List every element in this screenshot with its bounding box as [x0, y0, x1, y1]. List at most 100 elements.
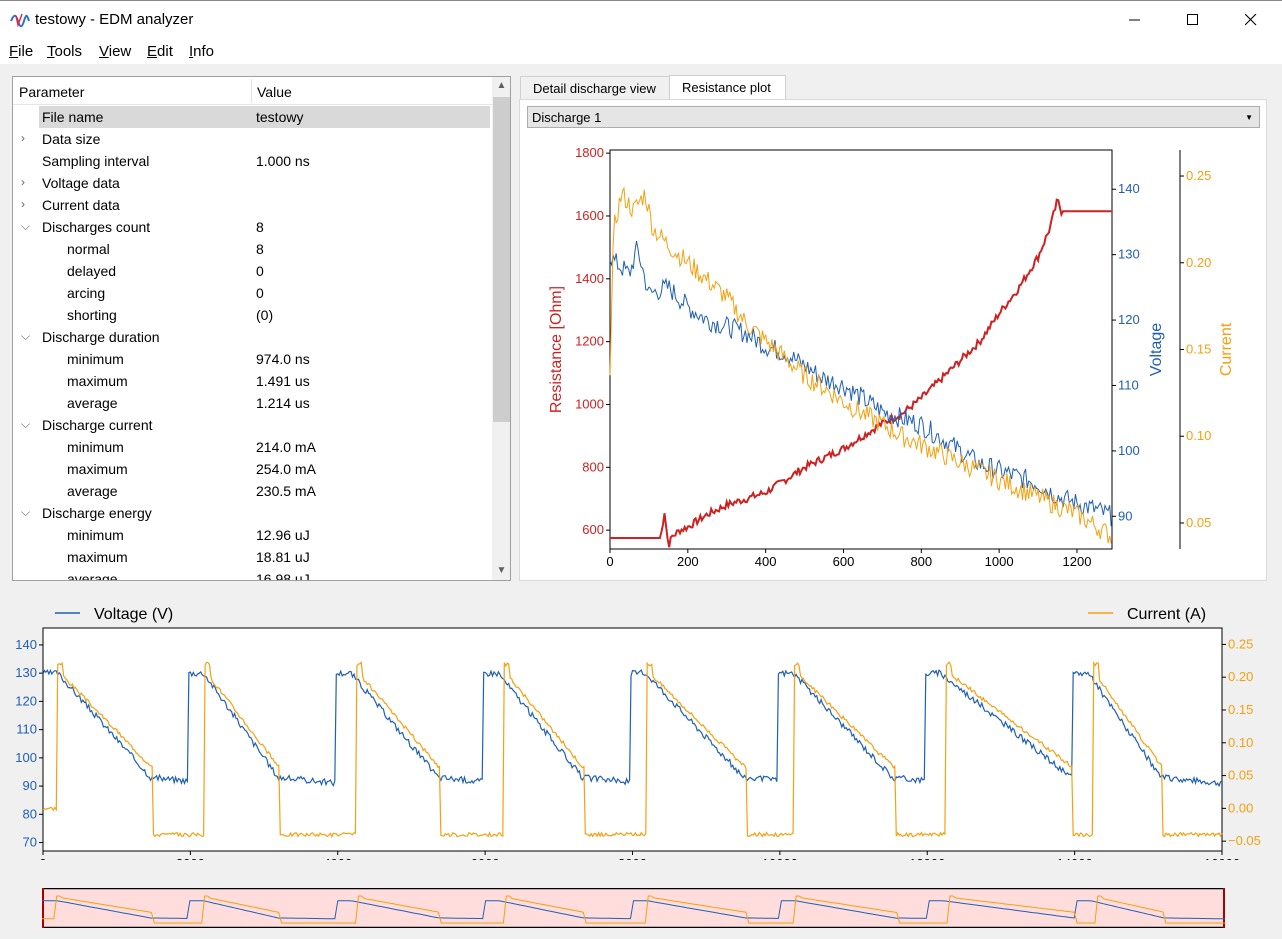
tree-header: Parameter Value [13, 77, 492, 105]
tree-value: testowy [256, 109, 304, 125]
tree-scrollbar[interactable]: ▲ ▼ [492, 77, 510, 580]
scroll-down-icon[interactable]: ▼ [496, 565, 507, 576]
maximize-button[interactable] [1164, 1, 1222, 39]
tree-row[interactable]: File name testowy [13, 106, 492, 128]
menu-tools[interactable]: Tools [47, 43, 83, 60]
voltage-tick-label: 110 [16, 722, 37, 737]
tree-value: 1.214 us [256, 395, 310, 411]
tree-row[interactable]: › Data size [13, 128, 492, 150]
voltage-line [42, 668, 1223, 788]
chevron-right-icon[interactable]: › [21, 197, 25, 211]
tree-key: average [67, 571, 118, 581]
header-parameter[interactable]: Parameter [19, 84, 85, 100]
menu-view[interactable]: View [99, 43, 132, 60]
resistance-tick-label: 600 [582, 522, 604, 537]
chevron-down-icon[interactable]: ⌵ [21, 417, 31, 431]
parameter-tree: Parameter Value File name testowy › Data si… [12, 76, 511, 581]
chevron-down-icon[interactable]: ⌵ [21, 329, 31, 343]
tree-key: normal [67, 241, 110, 257]
tree-row[interactable]: minimum 214.0 mA [13, 436, 492, 458]
tab-resistance-plot[interactable]: Resistance plot [669, 75, 786, 100]
menu-file[interactable]: File [9, 43, 34, 60]
resistance-tick-label: 1800 [575, 145, 604, 160]
header-value[interactable]: Value [257, 84, 292, 100]
tree-key: average [67, 483, 118, 499]
tree-row[interactable]: minimum 974.0 ns [13, 348, 492, 370]
tree-value: 0 [256, 263, 264, 279]
current-axis-label: Current [1218, 322, 1235, 376]
tree-row[interactable]: ⌵ Discharge energy [13, 502, 492, 524]
tree-row[interactable]: maximum 18.81 uJ [13, 546, 492, 568]
tree-row[interactable]: average 230.5 mA [13, 480, 492, 502]
x-tick-label: 10000 [762, 856, 798, 860]
x-tick-label: 1000 [985, 554, 1014, 569]
overview-current-line [42, 895, 1225, 924]
menu-bar: File Tools View Edit Info [0, 38, 1282, 64]
tree-row[interactable]: delayed 0 [13, 260, 492, 282]
tree-value: 974.0 ns [256, 351, 310, 367]
tree-row[interactable]: maximum 254.0 mA [13, 458, 492, 480]
tree-key: Discharges count [42, 219, 151, 235]
waveform-chart[interactable]: Voltage (V) Current (A) 0 2000 4000 6000 8000 1… [0, 598, 1282, 860]
current-tick-label: 0.00 [1228, 800, 1253, 815]
scroll-thumb[interactable] [493, 97, 510, 422]
tree-key: maximum [67, 549, 128, 565]
app-logo-icon [10, 13, 30, 28]
chevron-down-icon[interactable]: ⌵ [21, 505, 31, 519]
chevron-right-icon[interactable]: › [21, 175, 25, 189]
tree-value: 254.0 mA [256, 461, 316, 477]
tree-row[interactable]: average 16.98 uJ [13, 568, 492, 581]
tree-key: maximum [67, 373, 128, 389]
menu-edit[interactable]: Edit [147, 43, 173, 60]
tree-row[interactable]: Sampling interval 1.000 ns [13, 150, 492, 172]
discharge-select[interactable]: Discharge 1 ▼ [527, 106, 1260, 128]
tab-detail-discharge-view[interactable]: Detail discharge view [520, 76, 670, 100]
chevron-right-icon[interactable]: › [21, 131, 25, 145]
close-button[interactable] [1222, 1, 1280, 39]
chevron-down-icon[interactable]: ⌵ [21, 219, 31, 233]
tree-row[interactable]: minimum 12.96 uJ [13, 524, 492, 546]
plot-frame [42, 627, 1223, 852]
tree-key: Discharge duration [42, 329, 160, 345]
scroll-up-icon[interactable]: ▲ [496, 80, 507, 91]
tree-row[interactable]: average 1.214 us [13, 392, 492, 414]
resistance-tick-label: 1400 [575, 271, 604, 286]
menu-info[interactable]: Info [189, 43, 215, 60]
voltage-tick-label: 90 [23, 778, 37, 793]
selection-highlight [39, 106, 490, 128]
tree-value: 8 [256, 219, 264, 235]
tree-row[interactable]: › Current data [13, 194, 492, 216]
legend-current-label: Current (A) [1127, 606, 1206, 623]
tree-value: 8 [256, 241, 264, 257]
tree-row[interactable]: arcing 0 [13, 282, 492, 304]
tree-row[interactable]: shorting (0) [13, 304, 492, 326]
current-tick-label: 0.20 [1228, 669, 1253, 684]
tree-value: (0) [256, 307, 274, 323]
x-tick-label: 6000 [471, 856, 500, 860]
header-divider[interactable] [251, 79, 252, 103]
tree-value: 18.81 uJ [256, 549, 310, 565]
resistance-chart[interactable]: 0 200 400 600 800 1000 1200 600 800 1000 1200 1400 1… [520, 136, 1266, 576]
tree-row[interactable]: › Voltage data [13, 172, 492, 194]
current-tick-label: 0.05 [1228, 768, 1253, 783]
current-tick-label: 0.25 [1186, 168, 1211, 183]
current-tick-label: 0.10 [1186, 428, 1211, 443]
x-tick-label: 14000 [1057, 856, 1093, 860]
maximize-icon [1187, 14, 1198, 25]
minimize-icon [1129, 19, 1140, 21]
current-line [42, 660, 1223, 839]
tree-key: shorting [67, 307, 117, 323]
tree-value: 16.98 uJ [256, 571, 310, 581]
voltage-tick-label: 100 [1118, 443, 1140, 458]
tree-row[interactable]: maximum 1.491 us [13, 370, 492, 392]
minimize-button[interactable] [1106, 1, 1164, 39]
resistance-line [610, 198, 1112, 548]
tree-row[interactable]: ⌵ Discharges count 8 [13, 216, 492, 238]
tree-row[interactable]: normal 8 [13, 238, 492, 260]
tree-row[interactable]: ⌵ Discharge current [13, 414, 492, 436]
tree-key: average [67, 395, 118, 411]
tree-value: 1.491 us [256, 373, 310, 389]
overview-navigator[interactable] [42, 888, 1225, 928]
current-tick-label: 0.15 [1186, 342, 1211, 357]
tree-row[interactable]: ⌵ Discharge duration [13, 326, 492, 348]
